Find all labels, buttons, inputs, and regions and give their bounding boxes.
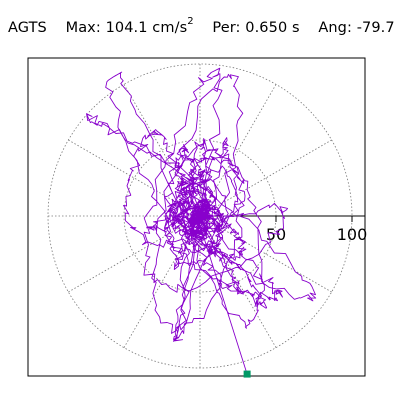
grid-spoke-60 [199,84,277,217]
angle-label: Ang: [318,20,352,36]
grid-spoke-210 [68,215,201,293]
max-label: Max: [65,20,101,36]
radial-tick-label-100: 100 [337,225,368,244]
max-value: 104.1 cm/s [105,20,188,36]
peak-marker [243,370,251,378]
grid-spoke-300 [199,215,277,348]
angle-value: -79.7 [356,20,395,36]
orbit-path [86,67,317,375]
max-exponent: 2 [187,16,194,27]
marker-layer [243,370,251,378]
period-label: Per: [212,20,241,36]
period-value: 0.650 s [245,20,300,36]
orbit-trace [86,67,317,375]
chart-header: AGTS Max: 104.1 cm/s2 Per: 0.650 s Ang: … [8,16,395,36]
station-code: AGTS [8,20,47,36]
